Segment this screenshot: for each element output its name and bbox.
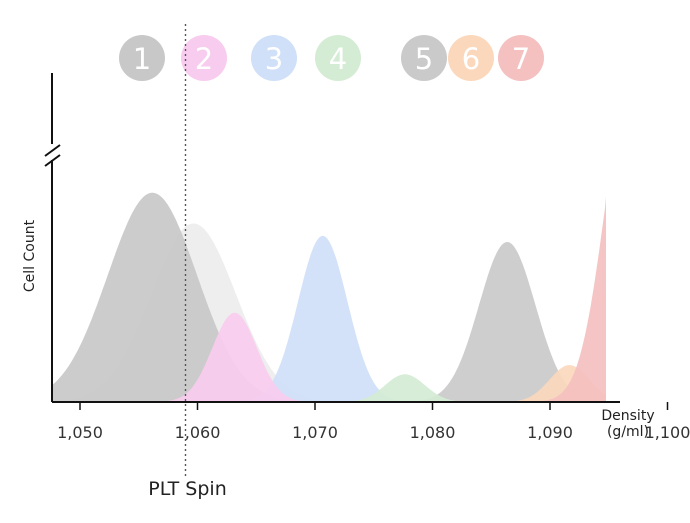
plt-spin-label: PLT Spin	[148, 478, 227, 500]
badge-circle	[251, 35, 297, 81]
distribution-areas	[53, 85, 606, 402]
badge-number: 5	[415, 42, 433, 76]
badge-number: 6	[462, 42, 480, 76]
x-tick-label: 1,100	[645, 423, 690, 442]
badge-number: 1	[133, 42, 151, 76]
badge-number: 3	[265, 42, 283, 76]
badge-circle	[498, 35, 544, 81]
y-axis-title: Cell Count	[22, 219, 38, 292]
x-tick-label: 1,090	[527, 423, 573, 442]
series-4-area	[325, 374, 484, 402]
x-tick-label: 1,080	[410, 423, 456, 442]
badge-5: 5	[401, 35, 447, 81]
badge-number: 2	[195, 42, 213, 76]
x-axis-unit: (g/ml)	[607, 424, 649, 440]
badge-circle	[448, 35, 494, 81]
x-tick-label: 1,050	[57, 423, 103, 442]
badge-number: 7	[512, 42, 530, 76]
badge-3: 3	[251, 35, 297, 81]
series-3-area	[224, 235, 422, 402]
badge-circle	[119, 35, 165, 81]
axis-break-icon	[44, 144, 61, 167]
badge-number: 4	[329, 42, 347, 76]
series-5-area	[394, 242, 606, 402]
badge-4: 4	[315, 35, 361, 81]
series-1-area	[53, 192, 330, 402]
badge-7: 7	[498, 35, 544, 81]
axes	[44, 73, 620, 403]
x-tick-label: 1,070	[292, 423, 338, 442]
x-axis-title: Density	[601, 408, 654, 424]
series-7-area	[527, 85, 606, 402]
badge-6: 6	[448, 35, 494, 81]
badge-2: 2	[181, 35, 227, 81]
x-tick-label: 1,060	[175, 423, 221, 442]
series-2-area	[145, 312, 324, 402]
badge-circle	[315, 35, 361, 81]
badge-circle	[401, 35, 447, 81]
badge-circle	[181, 35, 227, 81]
badge-1: 1	[119, 35, 165, 81]
x-ticks: 1,050 1,060 1,070 1,080 1,090 1,100	[57, 402, 690, 442]
